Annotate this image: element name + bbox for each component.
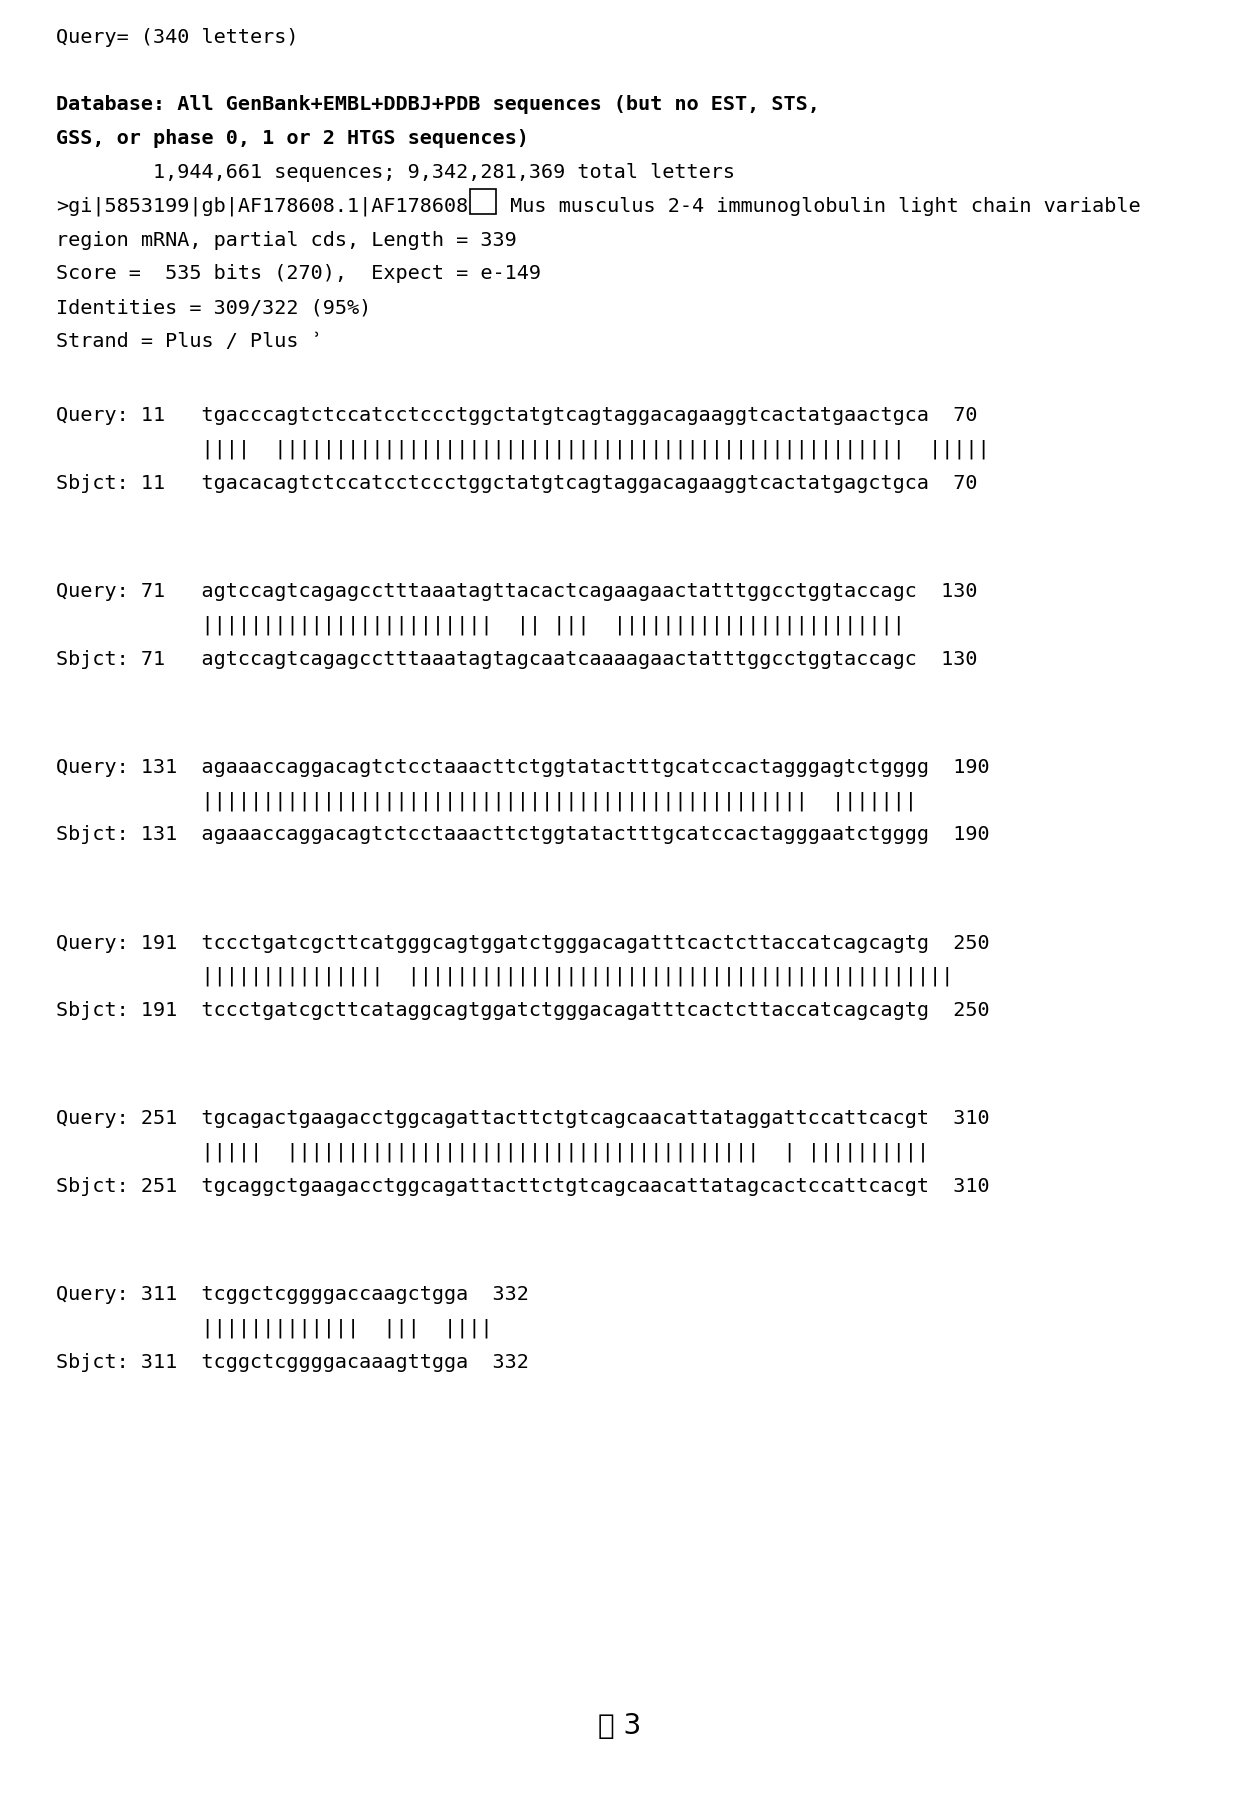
- Text: Sbjct: 131  agaaaccaggacagtctcctaaacttctggtatactttgcatccactagggaatctgggg  190: Sbjct: 131 agaaaccaggacagtctcctaaacttctg…: [56, 825, 990, 845]
- Text: Query: 191  tccctgatcgcttcatgggcagtggatctgggacagatttcactcttaccatcagcagtg  250: Query: 191 tccctgatcgcttcatgggcagtggatct…: [56, 933, 990, 953]
- Text: 1,944,661 sequences; 9,342,281,369 total letters: 1,944,661 sequences; 9,342,281,369 total…: [56, 164, 735, 182]
- Text: Query: 71   agtccagtcagagcctttaaatagttacactcagaagaactatttggcctggtaccagc  130: Query: 71 agtccagtcagagcctttaaatagttacac…: [56, 583, 977, 601]
- Text: |||||||||||||||  |||||||||||||||||||||||||||||||||||||||||||||: ||||||||||||||| ||||||||||||||||||||||||…: [56, 967, 954, 987]
- Text: 图 3: 图 3: [599, 1712, 641, 1740]
- Text: Sbjct: 251  tgcaggctgaagacctggcagattacttctgtcagcaacattatagcactccattcacgt  310: Sbjct: 251 tgcaggctgaagacctggcagattacttc…: [56, 1178, 990, 1196]
- Text: Score =  535 bits (270),  Expect = e-149: Score = 535 bits (270), Expect = e-149: [56, 264, 541, 284]
- Text: Query= (340 letters): Query= (340 letters): [56, 27, 299, 47]
- Text: ||||  ||||||||||||||||||||||||||||||||||||||||||||||||||||  |||||: |||| |||||||||||||||||||||||||||||||||||…: [56, 441, 990, 458]
- Text: GSS, or phase 0, 1 or 2 HTGS sequences): GSS, or phase 0, 1 or 2 HTGS sequences): [56, 129, 528, 147]
- Text: ||||||||||||||||||||||||  || |||  ||||||||||||||||||||||||: |||||||||||||||||||||||| || ||| ||||||||…: [56, 615, 904, 635]
- Text: Strand = Plus / Plus ʾ: Strand = Plus / Plus ʾ: [56, 333, 322, 351]
- Bar: [470, 189, 496, 214]
- Text: Query: 131  agaaaccaggacagtctcctaaacttctggtatactttgcatccactagggagtctgggg  190: Query: 131 agaaaccaggacagtctcctaaacttctg…: [56, 759, 990, 777]
- Text: region mRNA, partial cds, Length = 339: region mRNA, partial cds, Length = 339: [56, 230, 517, 250]
- Text: Sbjct: 11   tgacacagtctccatcctccctggctatgtcagtaggacagaaggtcactatgagctgca  70: Sbjct: 11 tgacacagtctccatcctccctggctatgt…: [56, 475, 977, 493]
- Text: >gi|5853199|gb|AF178608.1|AF178608: >gi|5853199|gb|AF178608.1|AF178608: [56, 196, 467, 216]
- Text: Identities = 309/322 (95%): Identities = 309/322 (95%): [56, 298, 371, 316]
- Text: Mus musculus 2-4 immunoglobulin light chain variable: Mus musculus 2-4 immunoglobulin light ch…: [498, 196, 1141, 216]
- Text: Sbjct: 311  tcggctcggggacaaagttgga  332: Sbjct: 311 tcggctcggggacaaagttgga 332: [56, 1352, 528, 1372]
- Text: Query: 251  tgcagactgaagacctggcagattacttctgtcagcaacattataggattccattcacgt  310: Query: 251 tgcagactgaagacctggcagattacttc…: [56, 1109, 990, 1129]
- Text: ||||||||||||||||||||||||||||||||||||||||||||||||||  |||||||: ||||||||||||||||||||||||||||||||||||||||…: [56, 791, 916, 811]
- Text: Sbjct: 191  tccctgatcgcttcataggcagtggatctgggacagatttcactcttaccatcagcagtg  250: Sbjct: 191 tccctgatcgcttcataggcagtggatct…: [56, 1001, 990, 1019]
- Text: Sbjct: 71   agtccagtcagagcctttaaatagtagcaatcaaaagaactatttggcctggtaccagc  130: Sbjct: 71 agtccagtcagagcctttaaatagtagcaa…: [56, 649, 977, 669]
- Text: Database: All GenBank+EMBL+DDBJ+PDB sequences (but no EST, STS,: Database: All GenBank+EMBL+DDBJ+PDB sequ…: [56, 95, 820, 115]
- Text: |||||  |||||||||||||||||||||||||||||||||||||||  | ||||||||||: ||||| ||||||||||||||||||||||||||||||||||…: [56, 1144, 929, 1162]
- Text: Query: 311  tcggctcggggaccaagctgga  332: Query: 311 tcggctcggggaccaagctgga 332: [56, 1286, 528, 1304]
- Text: |||||||||||||  |||  ||||: ||||||||||||| ||| ||||: [56, 1318, 492, 1338]
- Text: Query: 11   tgacccagtctccatcctccctggctatgtcagtaggacagaaggtcactatgaactgca  70: Query: 11 tgacccagtctccatcctccctggctatgt…: [56, 406, 977, 426]
